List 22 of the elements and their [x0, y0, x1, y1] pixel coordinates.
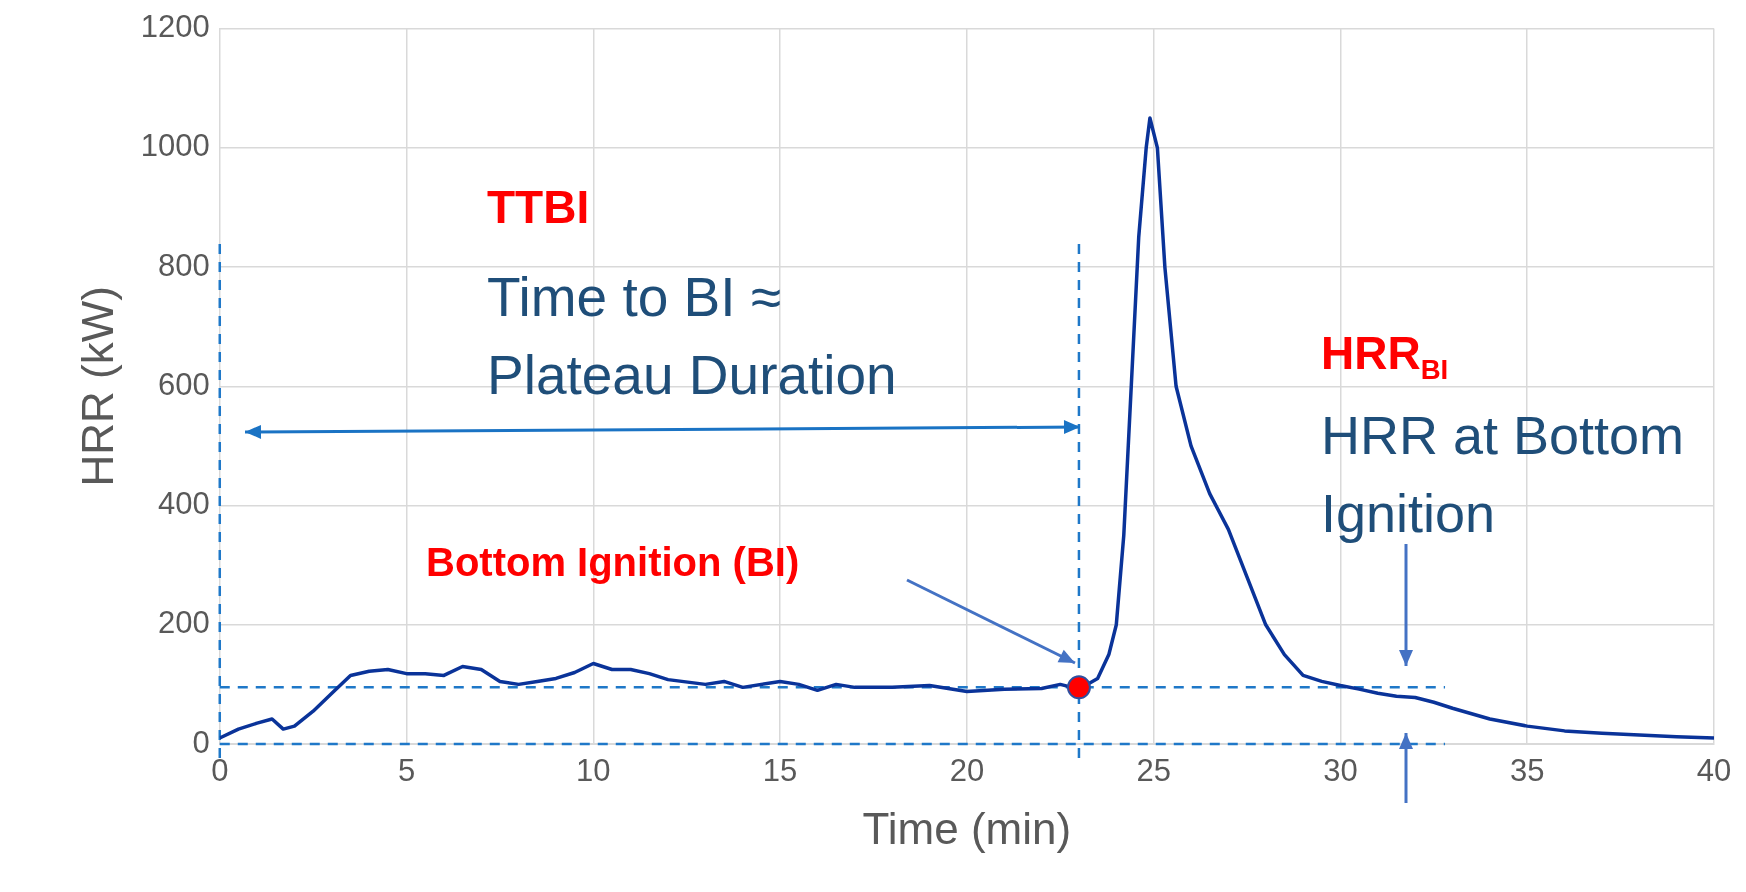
y-tick-label: 0 — [192, 724, 210, 760]
x-tick-label: 20 — [949, 753, 985, 789]
y-tick-label: 400 — [158, 486, 210, 522]
annotation: Bottom Ignition (BI) — [426, 540, 800, 585]
annotation: HRR$_{BI}$ — [1321, 326, 1449, 386]
y-tick-label: 800 — [158, 247, 210, 283]
annotation: TTBI — [487, 180, 590, 234]
y-tick-label: 600 — [158, 366, 210, 402]
x-tick-label: 10 — [576, 753, 611, 789]
annotation: Time to BI ≈ Plateau Duration — [487, 265, 898, 408]
x-tick-label: 30 — [1323, 753, 1358, 789]
x-tick-label: 25 — [1136, 753, 1171, 789]
x-tick-label: 35 — [1509, 753, 1545, 789]
x-axis-title: Time (min) — [862, 803, 1072, 853]
y-tick-label: 1000 — [140, 128, 210, 164]
annotation: HRR at Bottom Ignition — [1321, 404, 1686, 545]
x-tick-label: 5 — [397, 753, 416, 789]
x-tick-label: 40 — [1696, 753, 1732, 789]
y-tick-label: 200 — [158, 605, 210, 641]
y-tick-label: 1200 — [140, 9, 210, 45]
x-tick-label: 15 — [762, 753, 798, 789]
y-axis-title: HRR (kW) — [72, 286, 122, 487]
